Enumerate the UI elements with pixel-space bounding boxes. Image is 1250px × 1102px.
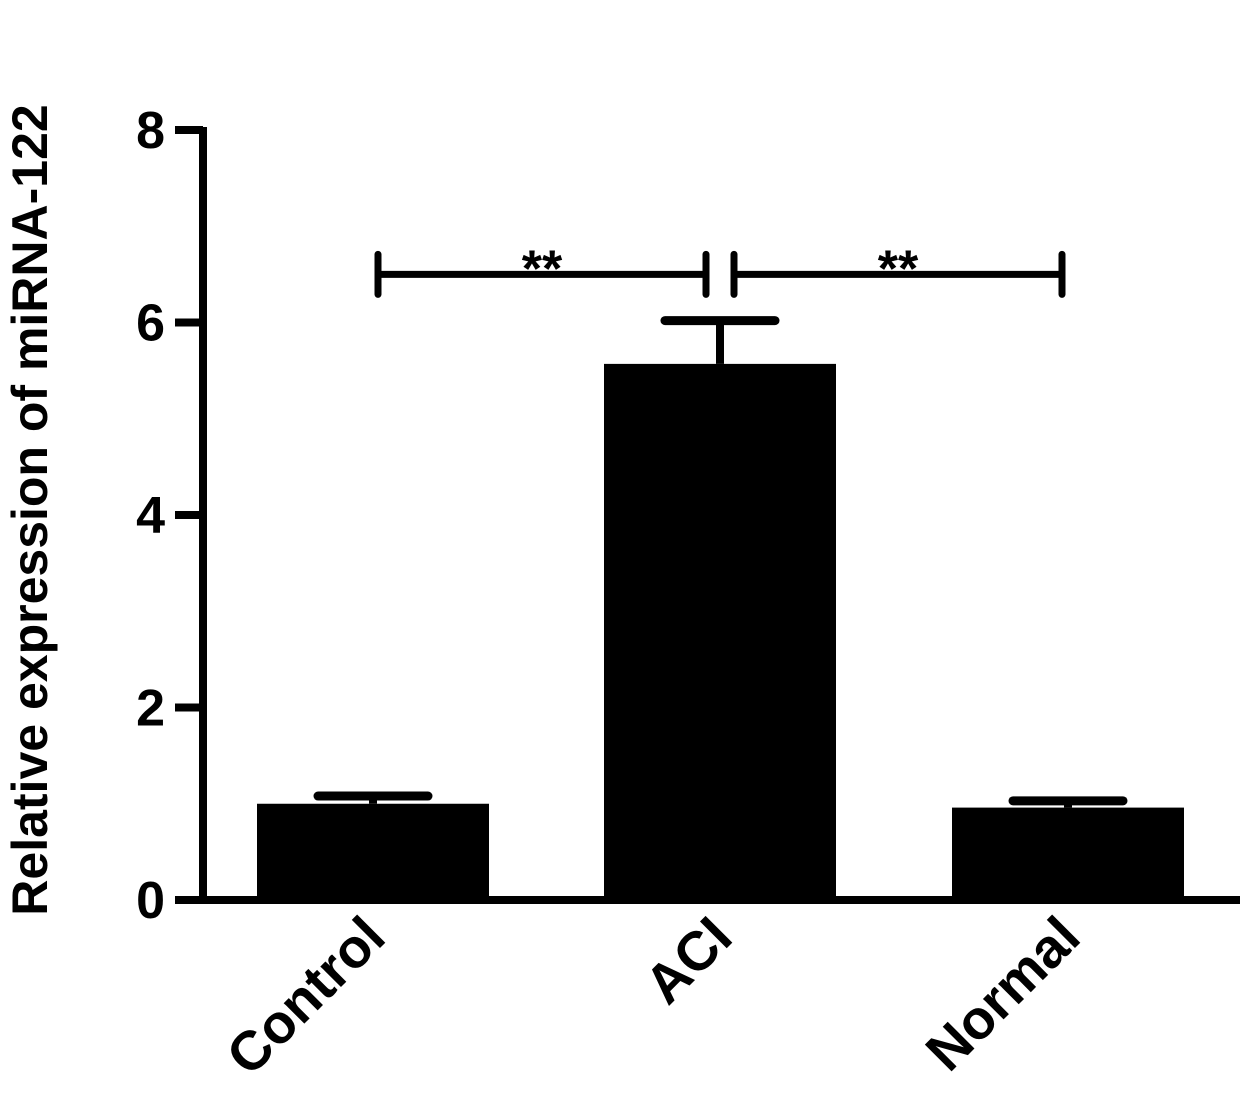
- bars-group: [257, 363, 1184, 900]
- y-tick-label-0: 0: [136, 872, 165, 930]
- y-tick-label-8: 8: [136, 102, 165, 160]
- error-bars-group: [313, 316, 1128, 808]
- y-tick-label-6: 6: [136, 295, 165, 353]
- x-tick-label-normal: Normal: [914, 905, 1092, 1083]
- y-tick-label-4: 4: [136, 487, 165, 545]
- sig-label-1: **: [522, 240, 563, 298]
- sig-label-2: **: [878, 240, 919, 298]
- x-ticks-group: Control ACI Normal: [214, 905, 1091, 1087]
- x-tick-label-aci: ACI: [633, 905, 744, 1016]
- y-ticks-group: 0 2 4 6 8: [136, 102, 203, 930]
- y-axis-label: Relative expression of miRNA-122: [2, 104, 58, 915]
- significance-group: ** **: [374, 240, 1066, 298]
- x-tick-label-control: Control: [214, 905, 396, 1087]
- y-tick-label-2: 2: [136, 680, 165, 738]
- bar-aci: [604, 363, 836, 900]
- bar-control: [257, 803, 489, 900]
- bar-normal: [952, 807, 1184, 900]
